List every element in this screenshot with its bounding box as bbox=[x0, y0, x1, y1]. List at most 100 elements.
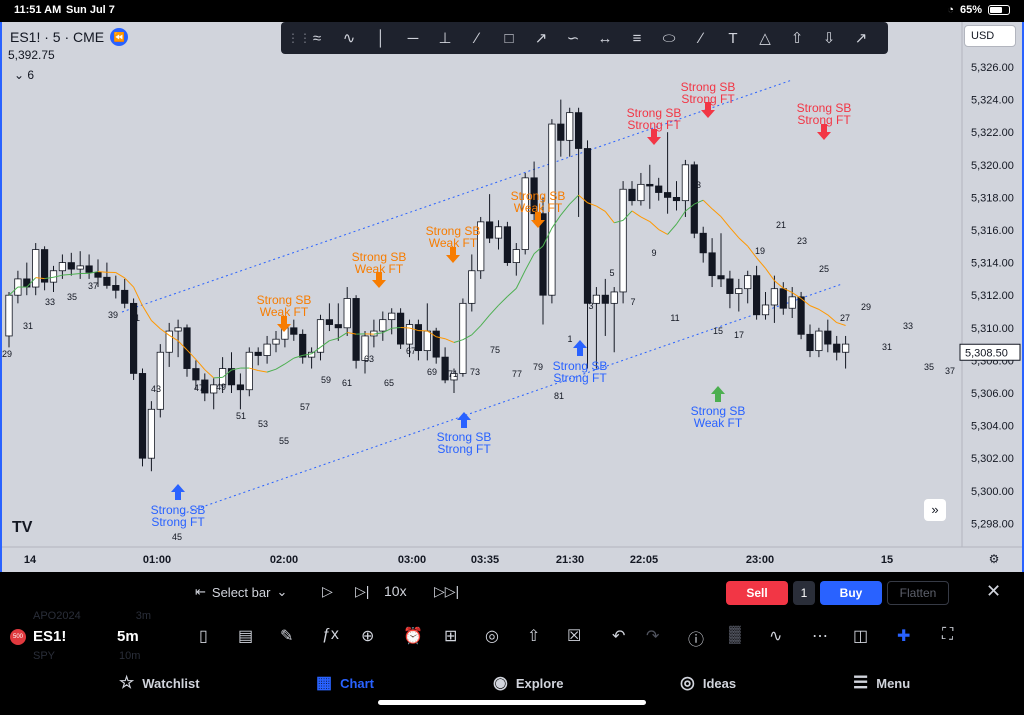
quantity-field[interactable]: 1 bbox=[793, 581, 815, 605]
moving-average-segment bbox=[204, 369, 215, 379]
undo-icon[interactable]: ↶ bbox=[612, 628, 626, 645]
polyline-icon[interactable]: ∿ bbox=[342, 30, 356, 47]
moving-average-segment bbox=[551, 214, 562, 229]
interval-button[interactable]: 5m bbox=[117, 628, 139, 645]
flatten-button[interactable]: Flatten bbox=[887, 581, 949, 605]
arrow-up-icon bbox=[711, 386, 725, 402]
candle-body bbox=[218, 368, 227, 386]
annotation-line-1: Strong SB bbox=[627, 106, 682, 120]
replay-bar: ⇤ Select bar ⌄ ▷ ▷| 10x ▷▷| Sell 1 Buy F… bbox=[0, 572, 1024, 614]
speed-button[interactable]: 10x bbox=[384, 583, 407, 599]
layouts-icon[interactable]: ⊞ bbox=[444, 628, 458, 645]
select-bar-button[interactable]: ⇤ Select bar ⌄ bbox=[195, 584, 287, 600]
alarm-icon[interactable]: ⏰ bbox=[403, 628, 423, 645]
symbol-button[interactable]: ES1! bbox=[33, 628, 67, 645]
split-view-icon[interactable]: ◫ bbox=[853, 628, 869, 645]
info-icon[interactable]: ⓘ bbox=[688, 632, 705, 649]
cursor-line-icon[interactable]: ⊥ bbox=[438, 30, 452, 47]
candle-body bbox=[299, 333, 307, 358]
checklist-icon[interactable]: ☒ bbox=[567, 628, 582, 645]
moving-average-segment bbox=[186, 349, 197, 360]
candle-body bbox=[646, 183, 654, 187]
bar-number-label: 67 bbox=[406, 346, 416, 356]
ellipse-icon[interactable]: ⬭ bbox=[662, 29, 676, 47]
rectangle-icon[interactable]: □ bbox=[504, 29, 514, 47]
bar-number-label: 7 bbox=[630, 297, 635, 307]
trend-lines-icon[interactable]: ≈ bbox=[312, 29, 322, 47]
more-icon[interactable]: ⋯ bbox=[812, 628, 828, 645]
replay-calendar-icon[interactable]: ▤ bbox=[238, 628, 254, 645]
bar-chart-icon[interactable]: ▓ bbox=[729, 626, 741, 643]
tab-menu[interactable]: ☰ Menu bbox=[853, 673, 910, 693]
parallel-channel-icon[interactable]: ≡ bbox=[632, 29, 642, 47]
bar-number-label: 69 bbox=[427, 367, 437, 377]
play-icon[interactable]: ▷ bbox=[322, 583, 333, 599]
tab-explore[interactable]: ◉ Explore bbox=[493, 673, 564, 693]
share-icon[interactable]: ⇧ bbox=[527, 628, 541, 645]
currency-select[interactable]: USD bbox=[964, 25, 1016, 47]
indicator-toggle[interactable]: ⌄ 6 bbox=[14, 68, 34, 82]
symbol-header[interactable]: ES1! · 5 · CME ⏪ bbox=[10, 28, 129, 46]
chart-icon: ▦ bbox=[316, 673, 333, 692]
tab-ideas[interactable]: ◎ Ideas bbox=[680, 673, 736, 693]
vertical-line-icon[interactable]: │ bbox=[376, 29, 386, 47]
moving-average-segment bbox=[436, 336, 446, 340]
candle-body bbox=[833, 343, 841, 353]
horizontal-ray-icon[interactable]: ─ bbox=[407, 29, 419, 47]
text-icon[interactable]: T bbox=[728, 29, 738, 47]
price-chart[interactable]: 5,326.00 5,324.00 5,322.00 5,320.00 5,318.00… bbox=[2, 22, 1022, 572]
bar-number-label: 65 bbox=[384, 378, 394, 388]
bar-number-label: 49 bbox=[216, 382, 226, 392]
candle-type-icon[interactable]: ▯ bbox=[199, 628, 208, 645]
pencil-icon[interactable]: ✎ bbox=[280, 628, 294, 645]
chart-area[interactable]: 5,326.00 5,324.00 5,322.00 5,320.00 5,318.00… bbox=[0, 22, 1024, 572]
tab-chart[interactable]: ▦ Chart bbox=[316, 673, 374, 693]
arrow-down-icon[interactable]: ⇩ bbox=[822, 30, 836, 47]
moving-average-segment bbox=[26, 277, 37, 288]
home-indicator bbox=[378, 700, 646, 705]
candle-body bbox=[76, 265, 84, 270]
moving-average-segment bbox=[774, 280, 784, 289]
bar-number-label: 29 bbox=[2, 349, 12, 359]
time-tick-label: 22:05 bbox=[630, 554, 658, 566]
range-icon[interactable]: ↔ bbox=[597, 29, 613, 47]
bar-number-label: 33 bbox=[45, 297, 55, 307]
add-icon[interactable]: ⊕ bbox=[361, 628, 375, 645]
sell-button[interactable]: Sell bbox=[726, 581, 788, 605]
candle-body bbox=[227, 368, 236, 386]
moving-average-segment bbox=[738, 237, 749, 247]
drag-handle-icon[interactable]: ⋮⋮ bbox=[287, 31, 311, 45]
moving-average-segment bbox=[542, 227, 553, 247]
ghost-interval: 3m bbox=[135, 610, 151, 622]
bar-number-label: 31 bbox=[23, 321, 33, 331]
tab-explore-label: Explore bbox=[515, 675, 564, 691]
compare-icon[interactable]: ∿ bbox=[769, 628, 783, 645]
indicators-icon[interactable]: ƒx bbox=[322, 626, 339, 643]
candle-body bbox=[539, 213, 547, 296]
crosshair-icon[interactable]: ✚ bbox=[897, 628, 911, 645]
scroll-to-end-button[interactable]: » bbox=[924, 499, 946, 521]
arrow-up-icon bbox=[171, 484, 185, 500]
path-icon[interactable]: ∽ bbox=[566, 30, 580, 47]
redo-icon[interactable]: ↷ bbox=[646, 628, 660, 645]
tab-watchlist[interactable]: ☆ Watchlist bbox=[119, 673, 200, 693]
measure-icon[interactable]: ↗ bbox=[854, 30, 868, 47]
lightbulb-icon[interactable]: ◎ bbox=[485, 628, 499, 645]
fullscreen-icon[interactable]: ⛶ bbox=[942, 626, 954, 643]
buy-button[interactable]: Buy bbox=[820, 581, 882, 605]
jump-to-realtime-icon[interactable]: ▷▷| bbox=[434, 583, 460, 599]
line-icon[interactable]: ∕ bbox=[699, 29, 703, 47]
arrow-up-icon[interactable]: ⇧ bbox=[790, 30, 804, 47]
trend-line-icon[interactable]: ∕ bbox=[475, 29, 479, 47]
candle-body bbox=[112, 285, 120, 291]
moving-average-segment bbox=[720, 216, 731, 228]
close-icon[interactable]: ✕ bbox=[986, 581, 1002, 601]
step-forward-icon[interactable]: ▷| bbox=[355, 583, 370, 599]
candle-body bbox=[236, 384, 244, 391]
triangle-icon[interactable]: △ bbox=[759, 30, 771, 47]
ray-icon[interactable]: ↗ bbox=[534, 30, 548, 47]
candle-body bbox=[361, 335, 369, 361]
candle-body bbox=[485, 221, 494, 239]
rewind-icon[interactable]: ⏪ bbox=[110, 28, 129, 46]
symbol-title[interactable]: ES1! · 5 · CME bbox=[10, 29, 105, 45]
